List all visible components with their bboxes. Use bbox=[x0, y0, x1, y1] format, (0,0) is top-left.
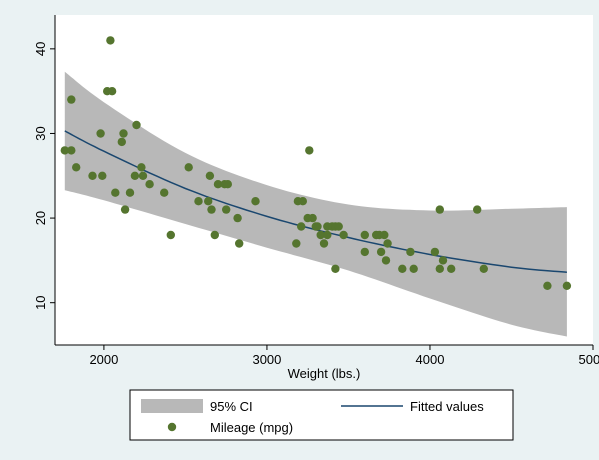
data-point bbox=[213, 180, 223, 189]
data-point bbox=[96, 129, 105, 138]
data-point bbox=[184, 163, 193, 172]
data-point bbox=[313, 222, 322, 231]
data-point bbox=[98, 171, 107, 180]
legend-fit-label: Fitted values bbox=[410, 399, 484, 414]
data-point bbox=[222, 205, 231, 214]
x-axis-label: Weight (lbs.) bbox=[288, 366, 361, 381]
data-point bbox=[145, 180, 154, 189]
data-point bbox=[406, 247, 415, 257]
data-point bbox=[223, 180, 232, 189]
legend-points-label: Mileage (mpg) bbox=[210, 420, 293, 435]
data-point bbox=[562, 281, 572, 290]
data-point bbox=[72, 163, 81, 172]
data-point bbox=[380, 230, 389, 240]
y-tick-label: 10 bbox=[33, 295, 48, 309]
data-point bbox=[166, 230, 175, 240]
data-point bbox=[435, 205, 444, 214]
data-point bbox=[132, 120, 141, 130]
x-tick-label: 5000 bbox=[579, 352, 599, 367]
data-point bbox=[543, 281, 552, 290]
legend-box bbox=[129, 389, 514, 441]
data-point bbox=[138, 171, 148, 180]
data-point bbox=[334, 222, 343, 231]
y-axis-ticks: 10 20 30 40 bbox=[33, 42, 55, 310]
data-point bbox=[360, 230, 369, 240]
legend: 95% CI Fitted values Mileage (mpg) bbox=[129, 389, 514, 441]
data-point bbox=[308, 213, 317, 223]
data-point bbox=[160, 188, 169, 197]
data-point bbox=[381, 256, 391, 265]
x-tick-label: 3000 bbox=[252, 352, 281, 367]
y-tick-label: 30 bbox=[33, 126, 48, 140]
legend-ci-label: 95% CI bbox=[210, 399, 253, 414]
data-point bbox=[305, 146, 314, 155]
legend-ci-swatch bbox=[141, 399, 203, 413]
data-point bbox=[319, 239, 329, 248]
data-point bbox=[207, 205, 216, 214]
data-point bbox=[130, 171, 140, 180]
data-point bbox=[210, 230, 219, 240]
data-point bbox=[60, 146, 69, 155]
data-point bbox=[106, 36, 115, 45]
data-point bbox=[107, 87, 117, 96]
data-point bbox=[194, 197, 203, 206]
data-point bbox=[204, 197, 213, 206]
data-point bbox=[383, 239, 392, 248]
data-point bbox=[67, 95, 76, 104]
data-point bbox=[251, 197, 260, 206]
data-point bbox=[430, 247, 440, 257]
y-tick-label: 20 bbox=[33, 211, 48, 225]
data-points-layer bbox=[60, 36, 572, 290]
x-tick-label: 4000 bbox=[416, 352, 445, 367]
data-point bbox=[339, 230, 348, 240]
data-point bbox=[137, 163, 146, 172]
fitted-line-layer bbox=[64, 130, 567, 273]
data-point bbox=[323, 230, 332, 240]
data-point bbox=[297, 222, 306, 231]
legend-points-swatch bbox=[167, 422, 177, 432]
data-point bbox=[120, 205, 130, 214]
data-point bbox=[233, 213, 242, 223]
data-point bbox=[235, 239, 244, 248]
data-point bbox=[398, 264, 407, 273]
data-point bbox=[435, 264, 444, 273]
data-point bbox=[473, 205, 482, 214]
data-point bbox=[376, 247, 386, 257]
data-point bbox=[67, 146, 76, 155]
y-tick-label: 40 bbox=[33, 42, 48, 56]
data-point bbox=[438, 256, 448, 265]
data-point bbox=[292, 239, 301, 248]
data-point bbox=[479, 264, 488, 273]
x-tick-label: 2000 bbox=[89, 352, 118, 367]
fitted-line bbox=[64, 130, 567, 273]
data-point bbox=[447, 264, 456, 273]
data-point bbox=[298, 197, 307, 206]
data-point bbox=[316, 230, 325, 240]
data-point bbox=[111, 188, 120, 197]
data-point bbox=[331, 264, 340, 273]
data-point bbox=[88, 171, 97, 180]
data-point bbox=[205, 171, 215, 180]
data-point bbox=[117, 137, 127, 147]
data-point bbox=[119, 129, 128, 138]
data-point bbox=[125, 188, 135, 197]
x-axis-ticks: 2000 3000 4000 5000 bbox=[89, 345, 599, 367]
data-point bbox=[360, 247, 369, 257]
data-point bbox=[409, 264, 418, 273]
